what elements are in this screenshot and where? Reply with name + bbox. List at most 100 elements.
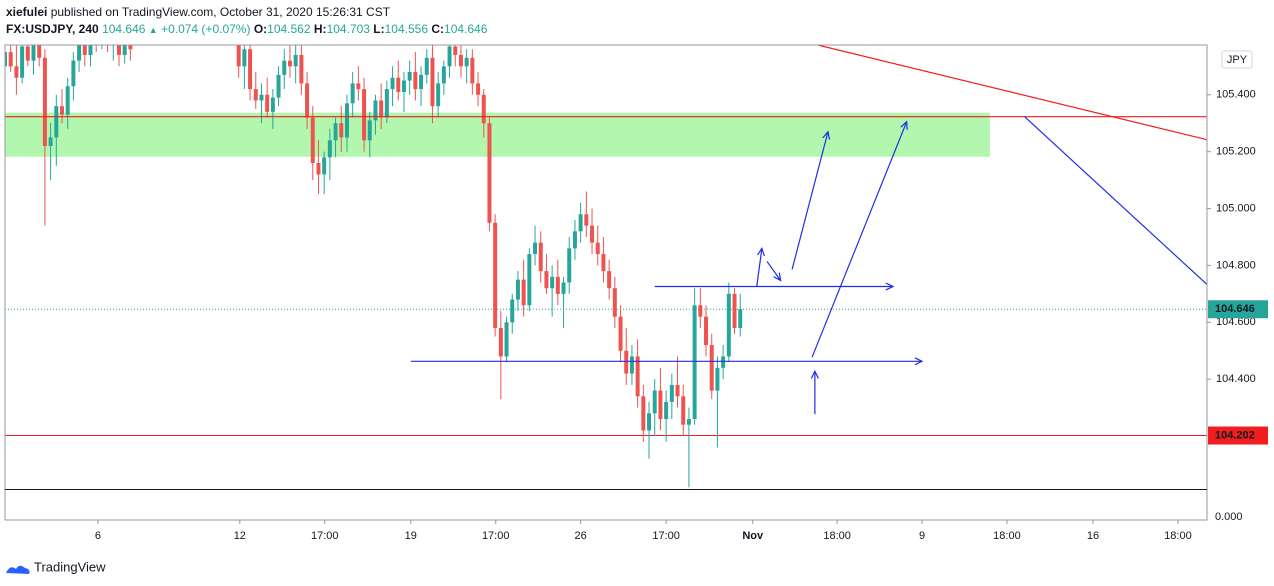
candle-body: [270, 97, 275, 112]
candle-body: [647, 413, 652, 431]
drawing-line: [756, 248, 763, 287]
last-price-label: 104.646: [1215, 303, 1255, 315]
candle-body: [8, 52, 13, 67]
candle-body: [333, 123, 338, 141]
candle-body: [538, 242, 543, 272]
candle-body: [5, 52, 7, 67]
candle-body: [447, 46, 452, 67]
candle-body: [37, 45, 42, 58]
candle-body: [305, 83, 310, 118]
high: 104.703: [326, 22, 370, 36]
x-tick-label: 12: [234, 530, 246, 542]
candle-body: [635, 356, 640, 397]
y-tick-label: 104.800: [1216, 259, 1256, 271]
x-tick-label: 18:00: [1164, 530, 1192, 542]
drawing-line: [811, 121, 908, 358]
candle-body: [544, 271, 549, 289]
candle-body: [641, 396, 646, 431]
currency: JPY: [1227, 54, 1248, 66]
x-tick-label: 6: [95, 530, 101, 542]
candle-body: [236, 45, 241, 67]
candle-body: [458, 54, 463, 67]
candle-body: [464, 57, 469, 67]
candle-body: [77, 45, 82, 61]
low-label: L:: [373, 22, 385, 36]
candle-body: [116, 45, 121, 55]
candle-body: [356, 83, 361, 90]
candle-body: [476, 83, 481, 95]
candle-body: [299, 54, 304, 84]
candle-body: [344, 103, 349, 138]
close: 104.646: [444, 22, 488, 36]
candle-body: [48, 137, 53, 146]
drawing-line: [791, 131, 829, 270]
candle-body: [88, 45, 93, 55]
candle-body: [555, 276, 560, 294]
candle-body: [282, 60, 287, 75]
candle-body: [122, 45, 127, 55]
candle-body: [550, 276, 555, 289]
candle-body: [259, 94, 264, 101]
candle-body: [367, 120, 372, 141]
x-tick-label: 18:00: [823, 530, 851, 542]
symbol: FX:USDJPY, 240: [6, 22, 99, 36]
zone: [5, 112, 990, 157]
candle-body: [65, 86, 70, 115]
candle-body: [726, 293, 731, 357]
candle-body: [521, 279, 526, 306]
x-tick-label: 26: [575, 530, 587, 542]
x-tick-label: 16: [1087, 530, 1099, 542]
candle-body: [287, 60, 292, 67]
candle-body: [413, 72, 418, 90]
candle-body: [567, 248, 572, 283]
arrow-head: [914, 357, 924, 366]
support-label: 104.202: [1215, 429, 1255, 441]
candle-body: [738, 309, 743, 329]
symbol-line: FX:USDJPY, 240 104.646 ▲ +0.074 (+0.07%)…: [6, 22, 487, 36]
candle-body: [629, 356, 634, 374]
candle-body: [430, 57, 435, 107]
published: published on TradingView.com, October 31…: [50, 5, 391, 19]
candle-body: [515, 279, 520, 300]
volume-axis-label: 0.000: [1215, 511, 1243, 523]
last-price-badge: [1208, 300, 1268, 319]
arrow-head: [756, 247, 765, 257]
candle-body: [493, 222, 498, 329]
logo-icon: [6, 565, 30, 574]
x-tick-label: 19: [405, 530, 417, 542]
candle-body: [704, 316, 709, 346]
candle-body: [94, 35, 98, 38]
candle-body: [293, 54, 298, 67]
candle-body: [686, 419, 691, 425]
publish-line: xiefulei published on TradingView.com, O…: [6, 5, 390, 19]
candle-body: [675, 384, 680, 397]
candle-body: [669, 384, 674, 402]
candle-body: [590, 225, 595, 243]
candle-body: [692, 305, 697, 420]
candle-body: [561, 282, 566, 294]
candle-body: [453, 46, 458, 55]
arrow-head: [822, 130, 831, 140]
y-tick-label: 105.000: [1216, 202, 1256, 214]
candle-body: [310, 117, 315, 164]
candle-body: [664, 401, 669, 420]
candle-body: [25, 46, 30, 61]
candle-body: [419, 74, 424, 90]
candle-body: [481, 94, 486, 124]
candle-body: [54, 106, 59, 138]
candle-body: [373, 100, 378, 121]
candle-body: [510, 299, 515, 323]
candle-body: [681, 396, 686, 425]
candle-body: [396, 77, 401, 92]
candle-body: [253, 89, 258, 101]
candle-body: [441, 66, 446, 84]
candle-body: [578, 214, 583, 232]
drawing-line: [817, 45, 1207, 141]
candle-body: [709, 345, 714, 391]
arrow-head: [885, 282, 895, 291]
candle-body: [128, 45, 133, 50]
candle-body: [652, 390, 657, 414]
candle-body: [612, 288, 617, 317]
